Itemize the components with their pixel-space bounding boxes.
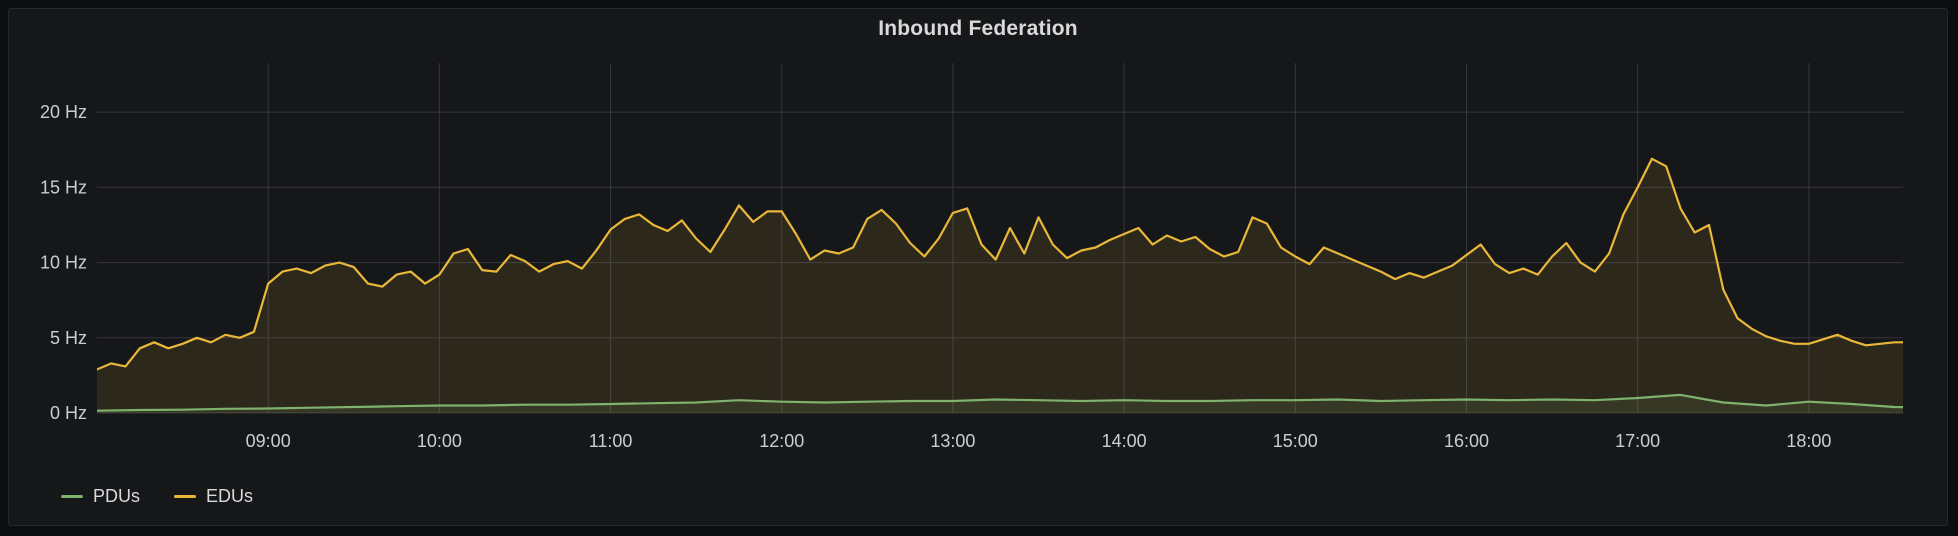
x-tick-label: 14:00 (1102, 431, 1147, 451)
legend-item-edus[interactable]: EDUs (174, 486, 253, 507)
panel-title[interactable]: Inbound Federation (878, 17, 1078, 40)
legend: PDUs EDUs (61, 486, 253, 507)
chart-plot-area[interactable]: 0 Hz 5 Hz 10 Hz 15 Hz 20 Hz 09:00 10:00 11:00 12… (9, 57, 1949, 465)
pdus-line (97, 393, 1903, 412)
legend-label-edus[interactable]: EDUs (206, 486, 254, 506)
legend-item-pdus[interactable]: PDUs (61, 486, 140, 507)
pdus-series-swatch-icon (61, 495, 83, 498)
x-tick-label: 17:00 (1615, 431, 1660, 451)
x-tick-label: 13:00 (930, 431, 975, 451)
legend-label-pdus[interactable]: PDUs (93, 486, 141, 506)
panel-header: Inbound Federation (9, 9, 1947, 49)
y-tick-label: 15 Hz (40, 177, 87, 197)
x-tick-label: 15:00 (1273, 431, 1318, 451)
edus-line (97, 157, 1903, 371)
y-tick-label: 5 Hz (50, 328, 87, 348)
y-tick-label: 0 Hz (50, 403, 87, 423)
edus-series-swatch-icon (174, 495, 197, 498)
x-tick-label: 16:00 (1444, 431, 1489, 451)
edus-area (97, 158, 1903, 413)
x-tick-label: 10:00 (417, 431, 462, 451)
y-tick-label: 10 Hz (40, 253, 87, 273)
y-tick-label: 20 Hz (40, 102, 87, 122)
x-tick-label: 09:00 (246, 431, 291, 451)
x-tick-label: 12:00 (759, 431, 804, 451)
x-tick-label: 11:00 (589, 431, 633, 451)
graph-panel: Inbound Federation 0 Hz 5 Hz 10 Hz 15 Hz 20 … (8, 8, 1948, 526)
pdus-area (97, 394, 1903, 413)
x-tick-label: 18:00 (1786, 431, 1831, 451)
